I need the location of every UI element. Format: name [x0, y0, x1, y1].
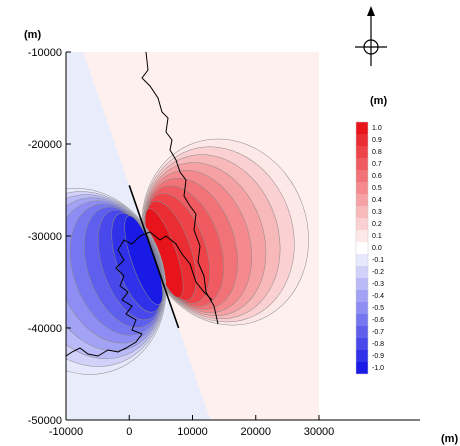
colorbar-swatch-17 [356, 326, 368, 338]
x-tick-label-2: 10000 [177, 426, 208, 438]
colorbar-label-13: -0.3 [372, 281, 384, 288]
colorbar-label-4: 0.6 [372, 173, 382, 180]
colorbar-label-5: 0.5 [372, 185, 382, 192]
colorbar-label-7: 0.3 [372, 209, 382, 216]
colorbar-label-11: -0.1 [372, 257, 384, 264]
colorbar-swatch-20 [356, 362, 368, 374]
coastline [66, 52, 219, 357]
fault-line [128, 185, 180, 329]
colorbar-title: (m) [370, 95, 387, 107]
colorbar-swatch-16 [356, 314, 368, 326]
x-axis-label: (m) [441, 433, 458, 445]
colorbar-swatch-4 [356, 170, 368, 182]
negative-lobe [66, 188, 167, 375]
colorbar-swatch-2 [356, 146, 368, 158]
y-tick-label-1: -20000 [28, 139, 62, 151]
colorbar-swatch-5 [356, 182, 368, 194]
colorbar-label-10: 0.0 [372, 245, 382, 252]
x-tick-label-4: 30000 [304, 426, 335, 438]
colorbar-swatch-18 [356, 338, 368, 350]
colorbar-swatch-8 [356, 218, 368, 230]
colorbar: 1.0 0.9 0.8 0.7 0.6 0.5 0.4 0.3 0.2 0.1 0.0 -0.1 -0.… [355, 121, 384, 375]
y-axis-label: (m) [24, 29, 41, 41]
y-tick-label-4: -50000 [28, 415, 62, 427]
y-tick-label-0: -10000 [28, 47, 62, 59]
colorbar-swatch-1 [356, 134, 368, 146]
colorbar-swatch-3 [356, 158, 368, 170]
colorbar-label-2: 0.8 [372, 149, 382, 156]
colorbar-swatch-6 [356, 194, 368, 206]
north-arrow-head [367, 6, 375, 16]
contour-negative-9 [124, 215, 163, 305]
y-tick-label-2: -30000 [28, 231, 62, 243]
colorbar-label-19: -0.9 [372, 353, 384, 360]
colorbar-swatch-19 [356, 350, 368, 362]
colorbar-label-18: -0.8 [372, 341, 384, 348]
coastline-north [141, 52, 219, 325]
colorbar-label-17: -0.7 [372, 329, 384, 336]
colorbar-swatch-12 [356, 266, 368, 278]
colorbar-swatch-14 [356, 290, 368, 302]
colorbar-label-8: 0.2 [372, 221, 382, 228]
colorbar-label-14: -0.4 [372, 293, 384, 300]
colorbar-swatch-7 [356, 206, 368, 218]
y-tick-label-3: -40000 [28, 323, 62, 335]
x-tick-label-0: -10000 [49, 426, 83, 438]
axes: -10000 0 10000 20000 30000 -10000 -20000 -30000… [28, 47, 420, 438]
x-tick-label-1: 0 [126, 426, 132, 438]
colorbar-label-16: -0.6 [372, 317, 384, 324]
colorbar-label-20: -1.0 [372, 365, 384, 372]
colorbar-label-1: 0.9 [372, 137, 382, 144]
colorbar-label-0: 1.0 [372, 125, 382, 132]
coastline-south [66, 231, 213, 357]
colorbar-label-15: -0.5 [372, 305, 384, 312]
colorbar-swatch-10 [356, 242, 368, 254]
colorbar-label-6: 0.4 [372, 197, 382, 204]
colorbar-swatch-15 [356, 302, 368, 314]
colorbar-label-3: 0.7 [372, 161, 382, 168]
colorbar-label-12: -0.2 [372, 269, 384, 276]
x-tick-label-3: 20000 [240, 426, 271, 438]
colorbar-label-9: 0.1 [372, 233, 382, 240]
colorbar-swatch-13 [356, 278, 368, 290]
colorbar-swatch-0 [356, 122, 368, 134]
north-arrow-icon [355, 6, 387, 66]
colorbar-swatch-11 [356, 254, 368, 266]
colorbar-frame [355, 121, 369, 375]
colorbar-swatch-9 [356, 230, 368, 242]
plot-area [66, 52, 319, 420]
